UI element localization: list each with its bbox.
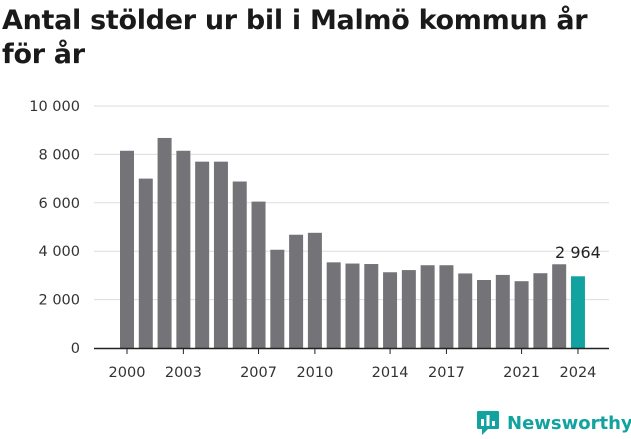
newsworthy-logo: Newsworthy xyxy=(476,407,631,439)
x-tick-label: 2003 xyxy=(165,365,202,381)
chart-title: Antal stölder ur bil i Malmö kommun år f… xyxy=(2,5,588,70)
bar xyxy=(495,274,510,348)
bar xyxy=(289,234,304,348)
y-tick-label: 0 xyxy=(71,341,80,357)
bar-highlight xyxy=(570,276,585,348)
bar xyxy=(514,281,529,348)
bar xyxy=(138,178,153,348)
x-tick-label: 2017 xyxy=(428,365,465,381)
bar xyxy=(364,264,379,348)
y-tick-label: 2 000 xyxy=(38,293,80,309)
x-tick-label: 2010 xyxy=(296,365,333,381)
bar xyxy=(401,270,416,348)
bar xyxy=(383,272,398,348)
bar xyxy=(552,264,567,348)
x-tick-label: 2024 xyxy=(560,365,597,381)
data-label: 2 964 xyxy=(555,243,601,262)
logo-text: Newsworthy xyxy=(507,412,631,434)
bar xyxy=(439,265,454,348)
bar xyxy=(420,265,435,348)
x-tick-label: 2007 xyxy=(240,365,277,381)
bar xyxy=(307,232,322,348)
y-tick-label: 8 000 xyxy=(38,147,80,163)
bar xyxy=(157,137,172,348)
bar xyxy=(477,279,492,348)
y-tick-label: 10 000 xyxy=(29,99,80,115)
bar xyxy=(176,150,191,348)
bar xyxy=(120,150,134,348)
bar xyxy=(458,273,473,348)
bar xyxy=(270,249,285,348)
bar xyxy=(251,201,266,348)
x-tick-label: 2014 xyxy=(372,365,409,381)
bar xyxy=(533,273,548,348)
bar xyxy=(195,161,210,348)
bar xyxy=(326,262,341,348)
x-tick-label: 2000 xyxy=(109,365,146,381)
newsworthy-chart-icon xyxy=(477,411,499,435)
y-tick-label: 4 000 xyxy=(38,244,80,260)
bar xyxy=(213,161,228,348)
y-tick-label: 6 000 xyxy=(38,196,80,212)
x-tick-label: 2021 xyxy=(503,365,540,381)
bar xyxy=(232,181,247,348)
bar xyxy=(345,263,360,348)
